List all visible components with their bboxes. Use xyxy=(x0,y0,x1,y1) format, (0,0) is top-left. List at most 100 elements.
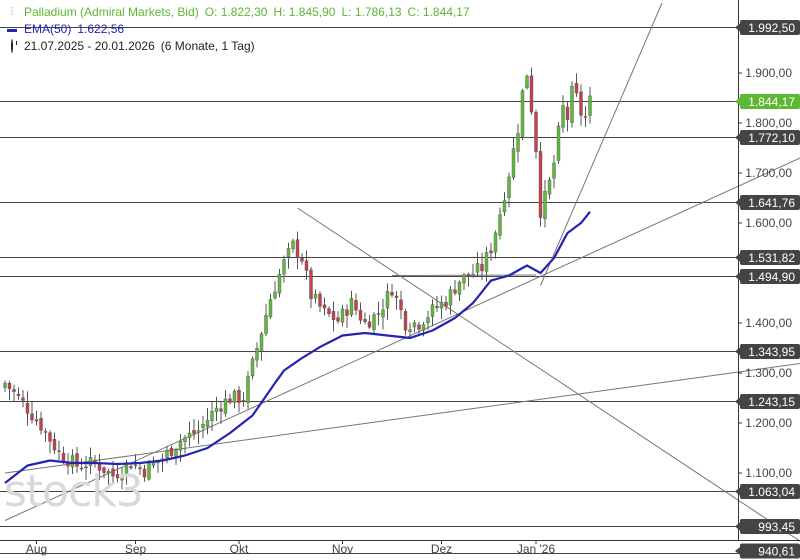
candle-body xyxy=(21,397,25,401)
candles xyxy=(3,67,592,490)
candle-body xyxy=(354,300,358,311)
y-tick-label: 1.200,00 xyxy=(745,416,792,430)
candle-body xyxy=(129,466,133,469)
candle-body xyxy=(426,317,430,323)
clock-icon xyxy=(6,38,18,55)
candle-body xyxy=(34,419,39,422)
candle-body xyxy=(574,83,579,94)
x-tick-label: Sep xyxy=(125,542,147,556)
grid-layer xyxy=(0,27,738,554)
candle-body xyxy=(30,413,34,421)
candle-body xyxy=(52,438,57,451)
ohlc-open: O: 1.822,30 xyxy=(204,5,268,19)
candle-body xyxy=(403,311,408,331)
candle-body xyxy=(358,309,363,321)
candle-body xyxy=(214,407,219,412)
level-label-pointer xyxy=(735,487,740,496)
level-label: 1.992,50 xyxy=(748,21,795,35)
candle-body xyxy=(205,419,210,427)
candle-body xyxy=(228,398,232,403)
candle-body xyxy=(529,75,534,113)
level-label-box xyxy=(740,20,800,35)
candle-body xyxy=(331,311,336,321)
candle-body xyxy=(102,467,106,473)
candle-body xyxy=(556,125,561,161)
y-tick-label: 1.400,00 xyxy=(745,316,792,330)
candle-body xyxy=(111,468,115,477)
candle-body xyxy=(70,455,75,468)
level-label: 1.844,17 xyxy=(748,95,795,109)
candle-body xyxy=(493,232,498,253)
candle-body xyxy=(273,291,277,299)
level-label: 1.772,10 xyxy=(748,131,795,145)
candle-body xyxy=(318,293,322,307)
ema-50-line xyxy=(4,211,591,484)
candle-body xyxy=(385,290,390,309)
candle-body xyxy=(588,95,592,116)
candle-body xyxy=(88,457,93,466)
candle-body xyxy=(12,389,16,392)
candle-body xyxy=(552,162,556,179)
x-tick-label: Okt xyxy=(230,542,249,556)
candle-body xyxy=(187,432,192,438)
candle-body xyxy=(223,398,228,414)
level-label-pointer xyxy=(735,272,740,281)
candle-body xyxy=(480,263,484,272)
ema-label: EMA(50) xyxy=(24,22,72,36)
level-label-box xyxy=(740,543,800,559)
interval-label: (6 Monate, 1 Tag) xyxy=(160,39,255,53)
candle-body xyxy=(327,308,331,315)
candle-body xyxy=(142,468,147,478)
candle-body xyxy=(372,314,376,330)
candle-body xyxy=(538,151,543,218)
candle-body xyxy=(363,319,367,322)
candle-body xyxy=(169,447,174,456)
ohlc-close: C: 1.844,17 xyxy=(407,5,470,19)
candle-body xyxy=(304,260,309,271)
level-label-box xyxy=(740,130,800,145)
candle-body xyxy=(462,274,466,284)
candle-body xyxy=(93,459,97,463)
candle-body xyxy=(448,289,453,306)
candle-body xyxy=(565,106,570,120)
candle-body xyxy=(259,333,264,352)
candle-body xyxy=(237,389,241,403)
x-tick-label: Aug xyxy=(26,542,47,556)
candle-body xyxy=(295,239,300,258)
candle-body xyxy=(57,450,61,452)
candle-body xyxy=(178,441,183,451)
level-label-pointer xyxy=(735,97,740,106)
ohlc-high: H: 1.845,90 xyxy=(273,5,336,19)
candle-body xyxy=(412,322,417,328)
candle-body xyxy=(345,309,349,316)
level-label: 1.343,95 xyxy=(748,345,795,359)
candle-body xyxy=(570,86,574,123)
y-tick-label: 1.300,00 xyxy=(745,366,792,380)
candle-body xyxy=(525,75,529,88)
level-label-box xyxy=(740,195,800,210)
candle-body xyxy=(25,402,30,414)
y-tick-label: 1.100,00 xyxy=(745,466,792,480)
candle-body xyxy=(61,452,66,462)
level-label: 993,45 xyxy=(758,520,795,534)
candle-body xyxy=(84,466,88,469)
level-label-box xyxy=(740,250,800,265)
legend-title-row: ⫶ Palladium (Admiral Markets, Bid) O: 1.… xyxy=(6,4,470,21)
y-tick-label: 1.700,00 xyxy=(745,166,792,180)
chart-legend: ⫶ Palladium (Admiral Markets, Bid) O: 1.… xyxy=(6,4,470,55)
level-label: 940,61 xyxy=(758,545,795,559)
level-label-pointer xyxy=(735,198,740,207)
candle-body xyxy=(165,450,169,459)
candle-body xyxy=(282,259,286,275)
candle-body xyxy=(7,382,12,390)
candle-body xyxy=(471,273,475,276)
candle-body xyxy=(547,179,552,195)
trend-line xyxy=(4,363,800,474)
candle-body xyxy=(349,298,354,316)
y-tick-label: 1.800,00 xyxy=(745,116,792,130)
candle-body xyxy=(520,90,525,137)
x-tick-label: Nov xyxy=(332,542,353,556)
candle-body xyxy=(183,437,187,443)
candle-body xyxy=(192,430,196,434)
